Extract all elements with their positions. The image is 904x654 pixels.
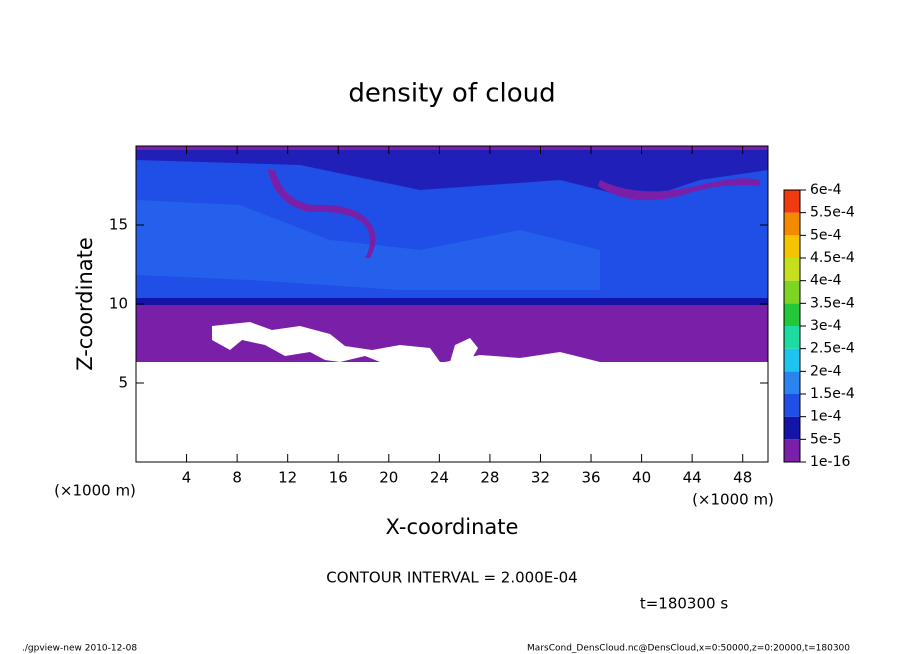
y-units: (×1000 m) xyxy=(54,482,136,500)
x-tick-label: 32 xyxy=(531,469,550,487)
x-tick-label: 40 xyxy=(632,469,651,487)
x-tick-label: 4 xyxy=(182,469,192,487)
colorbar-label: 3e-4 xyxy=(810,318,842,334)
field-dark-band xyxy=(136,298,768,305)
y-tick-label: 5 xyxy=(118,374,128,392)
field-streak xyxy=(268,170,376,258)
colorbar-label: 1e-16 xyxy=(810,454,850,470)
colorbar-box xyxy=(784,235,800,258)
field-light xyxy=(136,200,600,290)
colorbar-box xyxy=(784,348,800,372)
x-axis-label: X-coordinate xyxy=(386,515,519,539)
x-tick-label: 48 xyxy=(733,469,752,487)
contour-field xyxy=(136,146,768,462)
colorbar-label: 5.5e-4 xyxy=(810,205,855,221)
x-tick-label: 36 xyxy=(581,469,600,487)
colorbar-box xyxy=(784,371,800,394)
colorbar-label: 1.5e-4 xyxy=(810,386,855,402)
colorbar-box xyxy=(784,416,800,440)
x-tick-label: 16 xyxy=(329,469,348,487)
colorbar-label: 4e-4 xyxy=(810,273,842,289)
colorbar-label: 5e-4 xyxy=(810,227,842,243)
field-clear xyxy=(136,362,768,462)
y-tick-label: 15 xyxy=(109,216,128,234)
x-tick-label: 12 xyxy=(278,469,297,487)
colorbar-box xyxy=(784,326,800,349)
colorbar-box xyxy=(784,212,800,236)
colorbar-box xyxy=(784,190,800,213)
field-clear xyxy=(450,338,478,362)
colorbar-label: 2e-4 xyxy=(810,363,842,379)
x-tick-label: 20 xyxy=(379,469,398,487)
colorbar-label: 5e-5 xyxy=(810,431,841,447)
time-label: t=180300 s xyxy=(640,595,728,613)
footer-right: MarsCond_DensCloud.nc@DensCloud,x=0:5000… xyxy=(527,644,850,654)
colorbar-box xyxy=(784,394,800,417)
x-units: (×1000 m) xyxy=(692,491,774,509)
x-tick-label: 8 xyxy=(232,469,242,487)
y-tick-label: 10 xyxy=(109,295,128,313)
colorbar-label: 2.5e-4 xyxy=(810,341,855,357)
field-top-edge xyxy=(136,146,768,150)
colorbar-label: 4.5e-4 xyxy=(810,250,855,266)
colorbar-box xyxy=(784,280,800,304)
colorbar-label: 6e-4 xyxy=(810,182,842,198)
colorbar-label: 1e-4 xyxy=(810,409,842,425)
x-tick-label: 44 xyxy=(683,469,702,487)
x-tick-label: 28 xyxy=(480,469,499,487)
colorbar-box xyxy=(784,258,800,281)
field-streak xyxy=(598,178,760,201)
footer-left: ./gpview-new 2010-12-08 xyxy=(22,644,137,654)
colorbar-box xyxy=(784,439,800,462)
field-clear xyxy=(212,322,440,362)
contour-interval: CONTOUR INTERVAL = 2.000E-04 xyxy=(326,569,577,587)
colorbar-box xyxy=(784,303,800,326)
colorbar-label: 3.5e-4 xyxy=(810,295,855,311)
y-axis-label: Z-coordinate xyxy=(73,237,97,371)
chart-title: density of cloud xyxy=(348,79,555,109)
x-tick-label: 24 xyxy=(430,469,449,487)
